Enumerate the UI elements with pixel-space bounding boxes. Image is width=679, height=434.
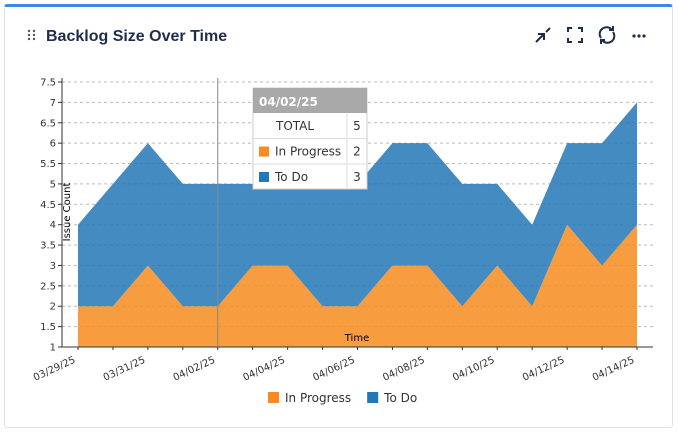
x-tick-label: 03/31/25 [102,355,147,384]
y-tick-label: 3 [50,261,56,272]
tooltip-value: 3 [353,170,361,184]
widget [4,4,673,428]
tooltip-value: 5 [353,119,361,133]
y-tick-label: 1.5 [40,322,56,333]
x-tick-label: 04/12/25 [521,355,566,384]
y-tick-label: 1 [50,343,56,354]
legend-label: To Do [383,391,417,405]
x-tick-label: 04/10/25 [451,355,496,384]
x-axis-label: Time [344,333,369,344]
tooltip-value: 2 [353,145,361,159]
fullscreen-icon[interactable] [567,27,583,43]
y-tick-label: 5.5 [40,159,56,170]
x-tick-label: 04/08/25 [381,355,426,384]
refresh-icon[interactable] [598,26,616,44]
more-icon[interactable] [632,34,646,38]
y-tick-label: 2.5 [40,281,56,292]
x-tick-label: 04/14/25 [591,355,636,384]
y-tick-label: 5 [50,179,56,190]
y-tick-label: 7.5 [40,78,56,89]
y-tick-label: 6 [50,139,56,150]
x-tick-label: 04/04/25 [242,355,287,384]
tooltip-swatch [259,146,269,157]
y-tick-label: 2 [50,302,56,313]
x-tick-label: 04/06/25 [311,355,356,384]
tooltip-date: 04/02/25 [259,95,318,109]
widget-title: Backlog Size Over Time [46,28,227,45]
x-tick-label: 03/29/25 [32,355,77,384]
tooltip-swatch [259,172,269,182]
tooltip-label: To Do [274,170,308,184]
y-axis-label: Issue Count [62,183,73,242]
y-tick-label: 4 [50,220,56,231]
tooltip-label: In Progress [275,145,341,159]
tooltip-header [253,88,367,113]
y-tick-label: 7 [50,98,56,109]
collapse-icon[interactable] [535,27,551,43]
legend-swatch [268,392,279,403]
y-tick-label: 4.5 [40,200,56,211]
legend-swatch [367,392,379,403]
legend-label: In Progress [285,391,351,405]
y-tick-label: 3.5 [40,241,56,252]
x-tick-label: 04/02/25 [172,355,217,384]
drag-handle[interactable] [27,29,36,41]
y-tick-label: 6.5 [40,118,56,129]
tooltip-label: TOTAL [275,119,314,133]
